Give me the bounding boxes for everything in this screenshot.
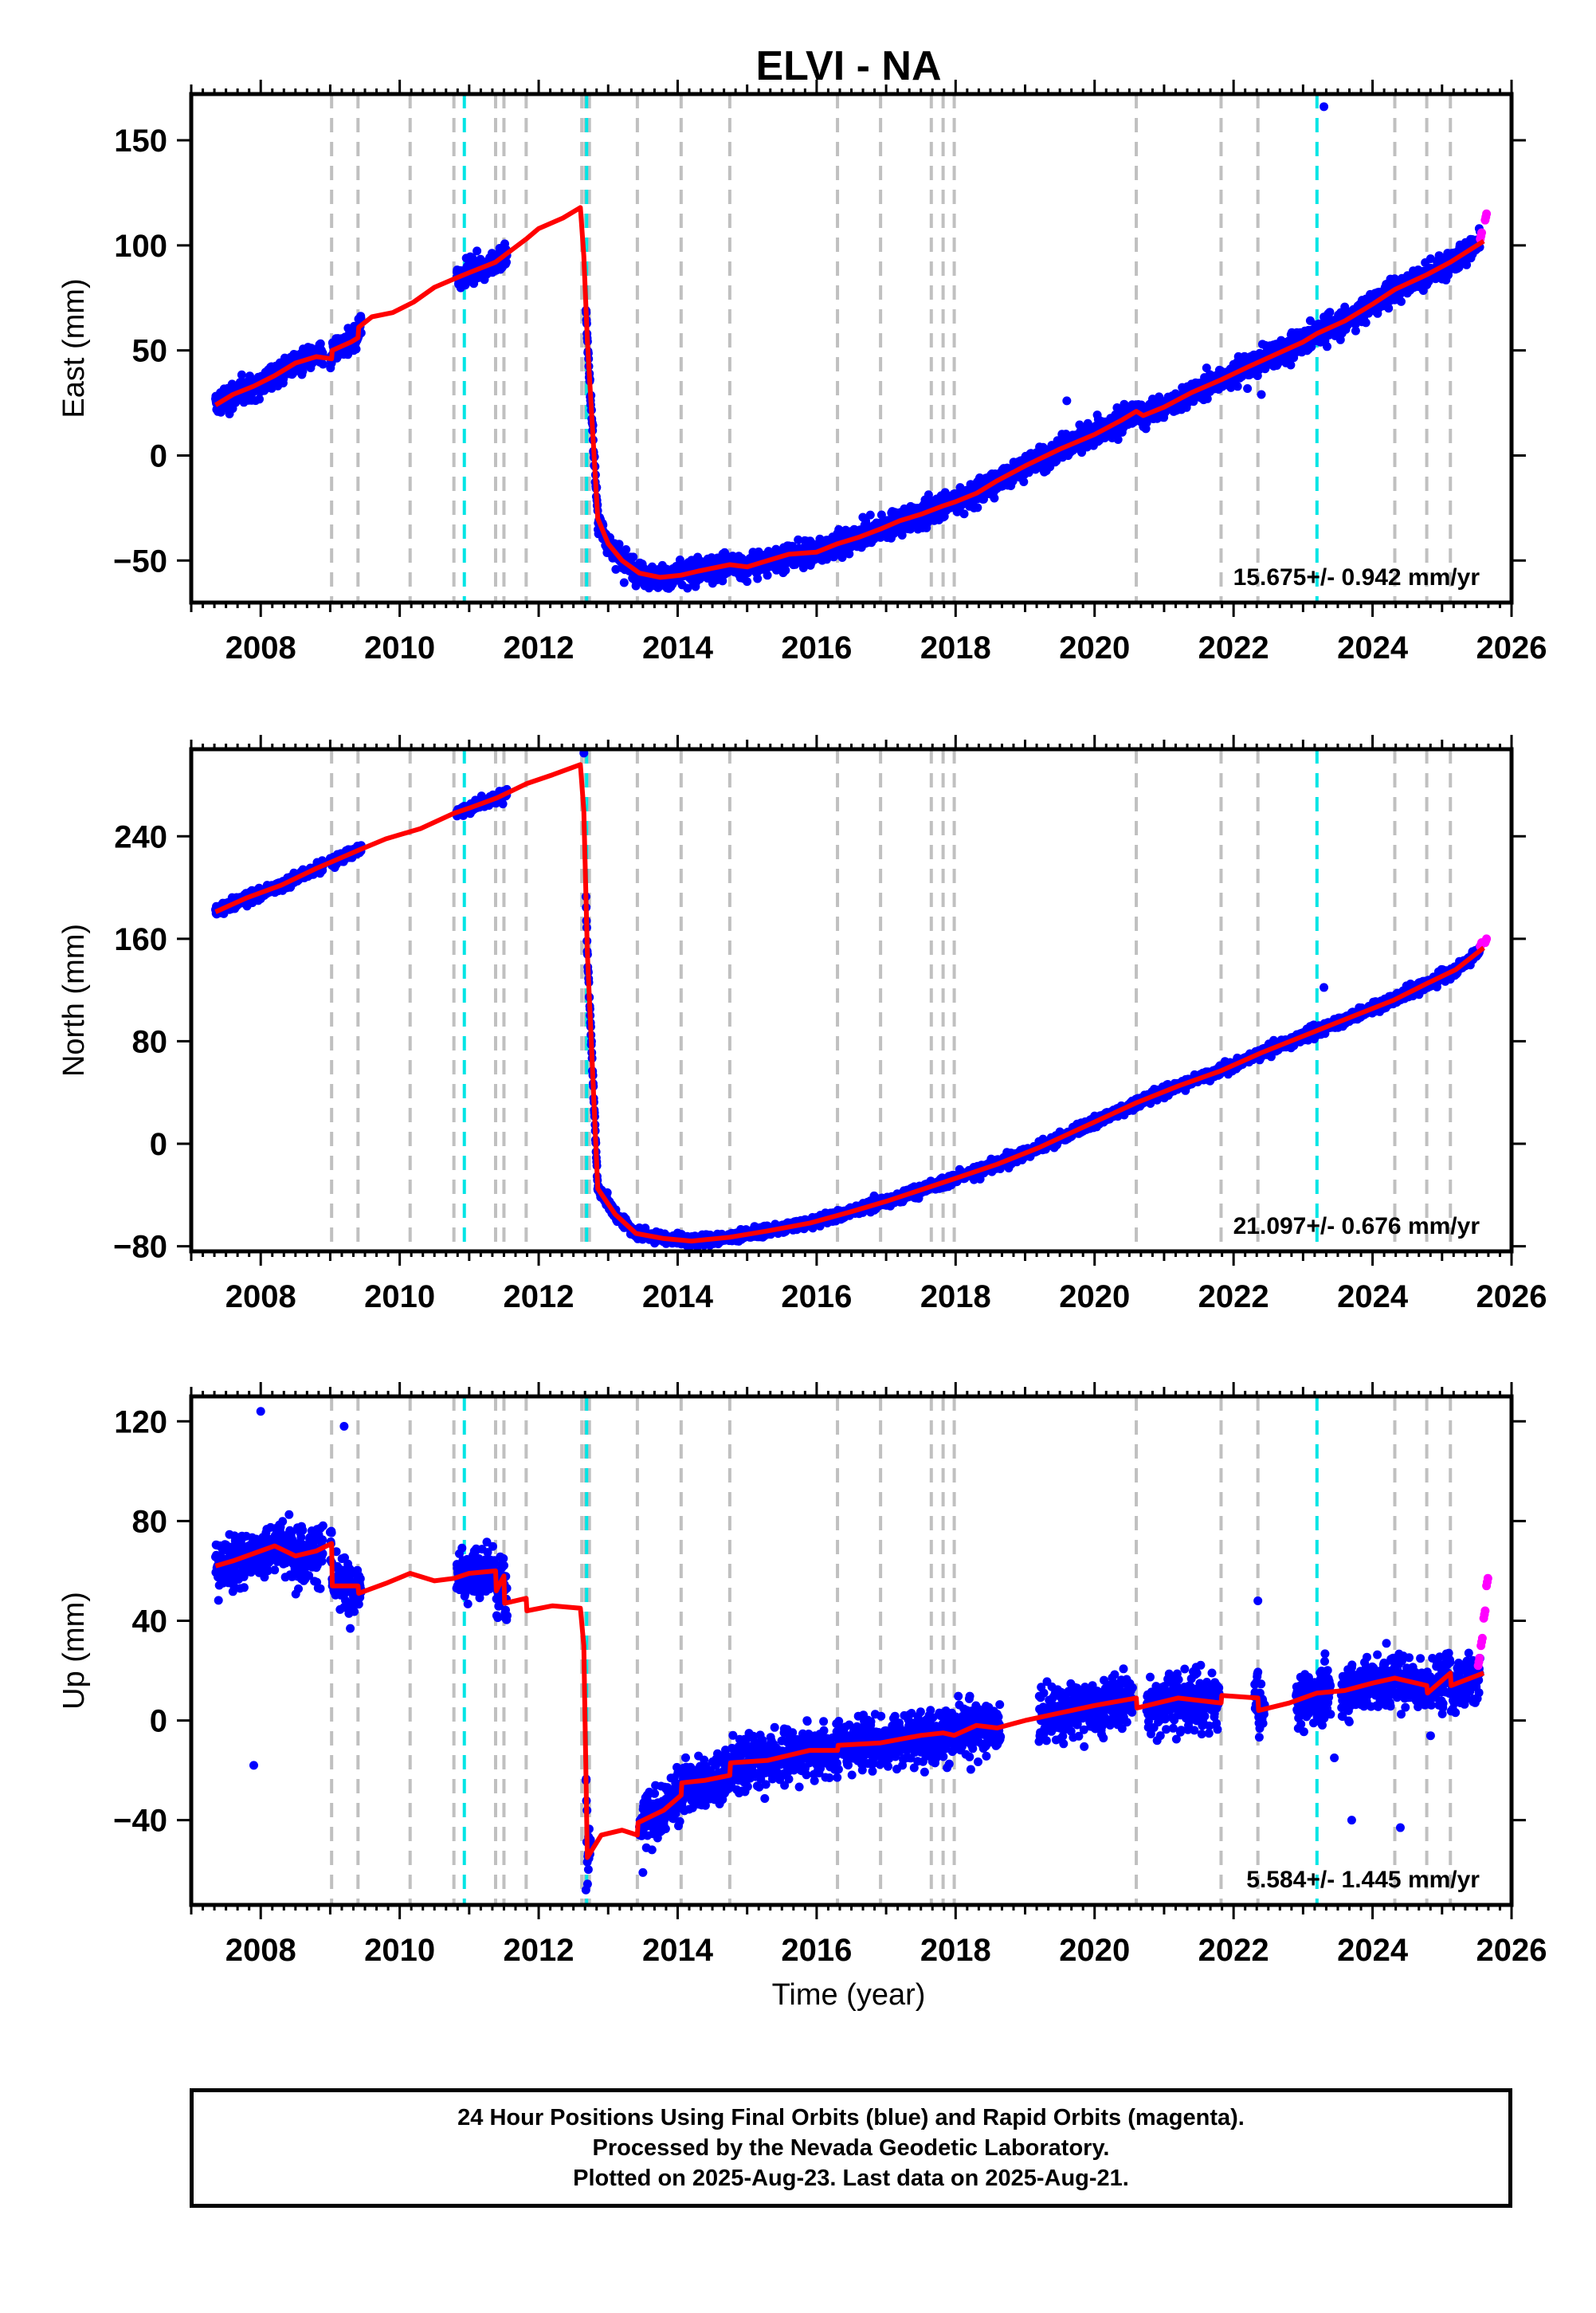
final-orbit-point (1320, 102, 1329, 112)
east-panel: 2008 2010 2012 2014 2016 2018 2020 2022 2024 2026… (57, 80, 1547, 666)
x-tick-label: 2024 (1337, 630, 1409, 666)
final-orbit-point (865, 510, 875, 520)
final-orbit-point (473, 246, 482, 256)
final-orbit-point (231, 398, 241, 407)
final-orbit-point (743, 577, 752, 587)
final-orbit-point (973, 503, 982, 512)
final-orbit-point (619, 578, 629, 587)
final-orbit-point (990, 493, 999, 503)
x-tick-label: 2016 (781, 630, 852, 666)
x-tick-label: 2008 (225, 630, 296, 666)
y-tick-label: 100 (114, 229, 167, 264)
final-orbit-point (1397, 296, 1406, 306)
y-tick-label: 0 (150, 438, 167, 473)
final-orbit-point (1351, 326, 1360, 336)
final-orbit-point (318, 359, 327, 369)
figure-title: ELVI - NA (755, 43, 941, 89)
y-tick-label: 50 (132, 334, 168, 369)
final-orbit-point (1384, 304, 1394, 313)
x-tick-label: 2010 (364, 630, 435, 666)
final-orbit-point (1062, 396, 1072, 406)
y-axis-title: East (mm) (57, 278, 91, 418)
final-orbit-point (255, 395, 264, 404)
rapid-orbit-point (1476, 228, 1486, 238)
final-orbit-point (763, 571, 772, 580)
north-panel: 2008 2010 2012 2014 2016 2018 2020 2022 2024 2026… (57, 735, 1547, 1314)
x-tick-label: 2026 (1476, 630, 1547, 666)
final-orbit-points (211, 748, 1484, 1251)
final-orbit-point (1233, 382, 1242, 391)
final-orbit-point (629, 552, 638, 562)
y-tick-label: 150 (114, 124, 167, 159)
x-tick-label: 2014 (642, 630, 714, 666)
final-orbit-point (351, 344, 361, 354)
final-orbit-point (614, 540, 624, 549)
final-orbit-point (1325, 308, 1335, 317)
final-orbit-point (959, 509, 969, 519)
final-orbit-point (753, 574, 763, 583)
final-orbit-point (1243, 384, 1253, 393)
x-tick-label: 2022 (1198, 630, 1269, 666)
y-tick-label: −50 (113, 544, 167, 579)
x-tick-label: 2020 (1059, 630, 1130, 666)
rapid-orbit-point (1482, 209, 1492, 218)
final-orbit-point (237, 370, 246, 379)
rate-label: 15.675+/- 0.942 mm/yr (1233, 564, 1480, 591)
final-orbit-point (1257, 390, 1266, 399)
final-orbit-point (1323, 342, 1331, 351)
final-orbit-point (781, 566, 790, 575)
x-tick-label: 2012 (504, 630, 574, 666)
model-line (214, 205, 1485, 580)
final-orbit-point (1361, 318, 1371, 328)
final-orbit-point (622, 545, 631, 554)
x-tick-label: 2018 (920, 630, 991, 666)
final-orbit-point (1019, 477, 1029, 486)
